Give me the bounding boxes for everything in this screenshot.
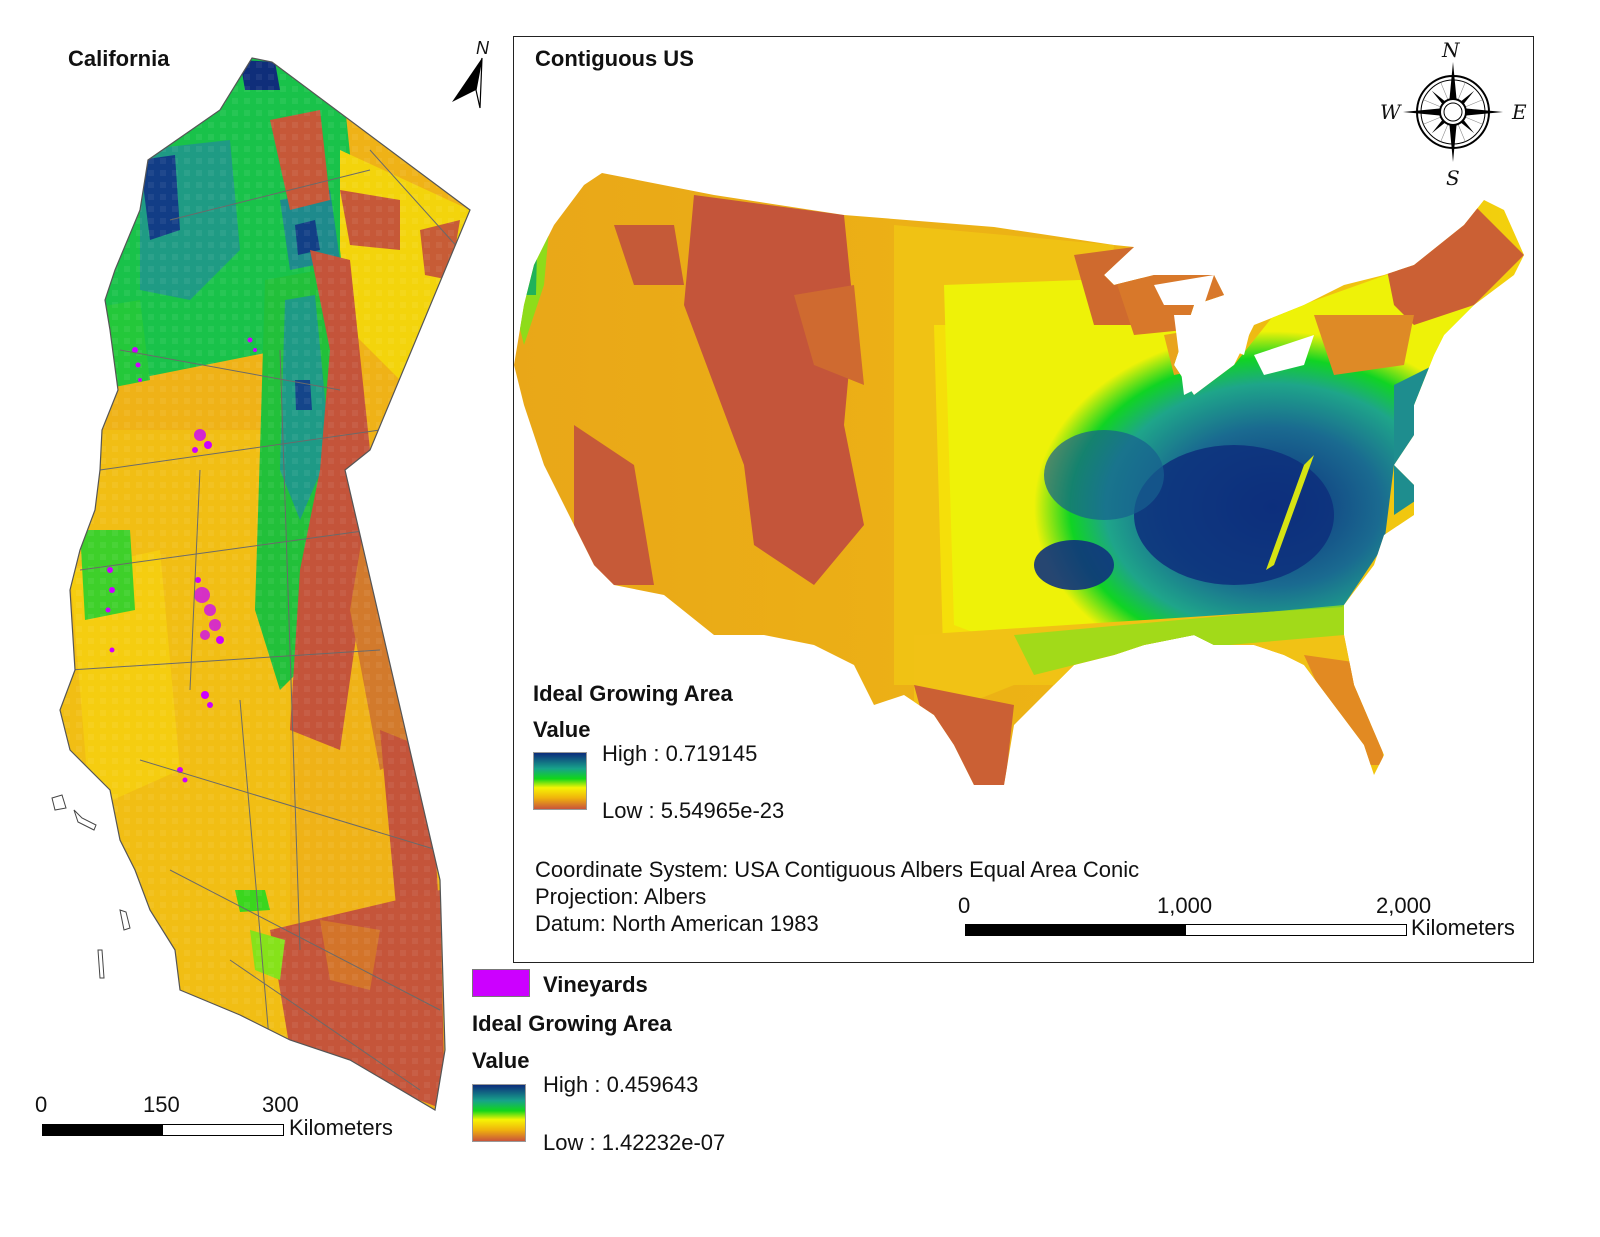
ca-legend-layer-title: Ideal Growing Area xyxy=(472,1011,672,1036)
coordinate-system-text: Coordinate System: USA Contiguous Albers… xyxy=(535,857,1140,882)
us-legend-low: Low : 5.54965e-23 xyxy=(602,798,785,823)
ca-scale-unit: Kilometers xyxy=(289,1115,393,1140)
california-map-title: California xyxy=(68,46,170,71)
california-raster xyxy=(51,57,471,1111)
north-arrow-icon xyxy=(452,57,483,109)
us-legend-color-ramp xyxy=(533,752,587,810)
projection-text: Projection: Albers xyxy=(535,884,707,909)
us-scale-tick-1000: 1,000 xyxy=(1157,893,1213,918)
us-scale-bar xyxy=(965,924,1407,936)
compass-s: S xyxy=(1446,166,1460,190)
vineyards-legend-label: Vineyards xyxy=(543,972,648,997)
ca-legend-color-ramp xyxy=(472,1084,526,1142)
us-map-title: Contiguous US xyxy=(535,46,694,71)
us-raster xyxy=(514,173,1524,785)
us-legend-layer-title: Ideal Growing Area xyxy=(533,681,733,706)
ca-scale-tick-0: 0 xyxy=(35,1092,48,1117)
us-scale-unit: Kilometers xyxy=(1411,915,1515,940)
compass-rose: N S W E xyxy=(1376,38,1527,190)
us-legend-high: High : 0.719145 xyxy=(602,741,758,766)
ca-scale-bar xyxy=(42,1124,284,1136)
channel-islands xyxy=(51,794,131,979)
us-scale-tick-2000: 2,000 xyxy=(1376,893,1432,918)
compass-e: E xyxy=(1512,100,1527,124)
compass-n: N xyxy=(1442,38,1460,62)
contiguous-us-map[interactable] xyxy=(514,165,1529,795)
north-arrow-label: N xyxy=(476,38,489,58)
vineyard-points xyxy=(105,337,257,783)
north-arrow: N xyxy=(448,38,494,110)
ca-legend-high: High : 0.459643 xyxy=(543,1072,699,1097)
vineyards-swatch xyxy=(472,969,530,997)
ca-legend-field-label: Value xyxy=(472,1048,530,1073)
compass-rose-icon xyxy=(1403,62,1503,162)
ca-scale-tick-300: 300 xyxy=(262,1092,299,1117)
ca-legend-low: Low : 1.42232e-07 xyxy=(543,1130,726,1155)
ca-scale-tick-150: 150 xyxy=(143,1092,180,1117)
datum-text: Datum: North American 1983 xyxy=(535,911,819,936)
great-lakes xyxy=(1154,275,1314,395)
california-map[interactable] xyxy=(40,50,480,1120)
us-legend-field-label: Value xyxy=(533,717,591,742)
compass-w: W xyxy=(1380,100,1401,124)
us-scale-tick-0: 0 xyxy=(958,893,971,918)
